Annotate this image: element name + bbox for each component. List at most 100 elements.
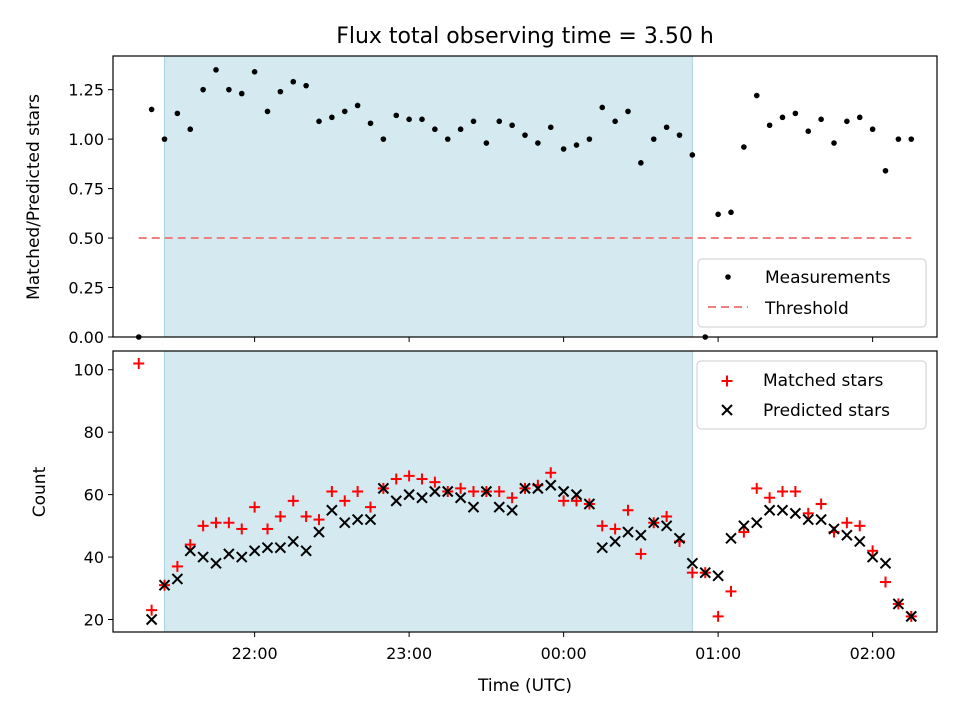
predicted-star-point (570, 488, 583, 501)
measurement-point (174, 110, 181, 117)
predicted-star-point (506, 504, 518, 516)
top-y-tick-label: 0.50 (68, 229, 104, 248)
matched-star-point (468, 486, 479, 497)
measurement-point (290, 78, 297, 85)
measurement-point (908, 136, 915, 142)
predicted-x-b (467, 501, 480, 513)
predicted-x-b (416, 492, 428, 504)
predicted-x-b (635, 529, 647, 541)
measurement-point (535, 140, 541, 146)
predicted-star-point (725, 532, 737, 545)
matched-star-point (609, 523, 621, 535)
matched-star-point (339, 495, 351, 507)
measurement-point (728, 209, 734, 216)
predicted-star-point (493, 501, 505, 513)
top-y-tick-label: 0.75 (68, 180, 104, 199)
predicted-x-b (403, 488, 415, 501)
predicted-x-b (171, 573, 184, 585)
predicted-star-point (454, 492, 467, 504)
predicted-star-point (751, 517, 763, 529)
matched-star-point (287, 495, 299, 507)
predicted-star-point (416, 492, 428, 504)
predicted-star-point (763, 504, 776, 516)
bottom-y-tick-label: 20 (84, 611, 104, 630)
predicted-x-b (442, 485, 454, 498)
matched-star-point (880, 576, 891, 588)
predicted-x-b (802, 513, 814, 526)
matched-star-point (210, 517, 222, 529)
matched-star-point (558, 495, 570, 507)
matched-star-point (403, 470, 415, 482)
predicted-x-b (866, 551, 879, 563)
matched-star-point (751, 482, 763, 494)
predicted-star-point (480, 485, 493, 498)
predicted-star-point (364, 513, 377, 526)
predicted-star-point (815, 513, 827, 526)
predicted-x-b (339, 517, 351, 529)
predicted-star-point (390, 495, 402, 507)
measurement-point (277, 88, 284, 95)
predicted-star-point (532, 482, 544, 495)
measurement-point (547, 124, 554, 131)
predicted-x-b (223, 548, 235, 560)
predicted-star-point (802, 513, 814, 526)
predicted-star-point (184, 545, 196, 557)
predicted-star-point (738, 520, 750, 532)
measurement-point (715, 211, 721, 218)
predicted-x-b (725, 532, 737, 545)
predicted-star-point (339, 517, 351, 529)
predicted-star-point (326, 504, 338, 516)
measurement-point (895, 136, 902, 142)
measurement-point (432, 126, 438, 133)
measurement-point (444, 136, 451, 142)
matched-star-point (867, 545, 879, 557)
predicted-star-point (879, 557, 892, 570)
predicted-x-b (763, 504, 776, 516)
predicted-star-point (545, 479, 557, 491)
measurement-point (599, 104, 606, 111)
predicted-star-point (712, 570, 724, 582)
predicted-x-b (184, 545, 196, 557)
predicted-x-b (261, 541, 274, 554)
measurement-point (882, 167, 889, 174)
measurement-point (573, 142, 580, 148)
predicted-star-point (686, 557, 699, 570)
measurement-point (341, 108, 348, 115)
predicted-x-b (712, 570, 724, 582)
predicted-x-b (519, 482, 531, 495)
predicted-x-b (545, 479, 557, 491)
predicted-star-point (609, 535, 621, 548)
predicted-star-point (519, 482, 531, 495)
predicted-x-b (738, 520, 750, 532)
measurement-point (689, 152, 696, 158)
bottom-shaded-span (164, 350, 693, 633)
matched-star-point (300, 510, 312, 522)
top-y-tick-label: 1.25 (68, 81, 104, 100)
bottom-legend: Matched stars Predicted stars (696, 360, 927, 430)
predicted-star-point (300, 545, 312, 557)
measurement-point (586, 136, 593, 142)
measurement-point (741, 144, 747, 150)
measurement-point (856, 114, 863, 121)
matched-star-point (815, 498, 827, 510)
predicted-x-b (313, 526, 325, 538)
matched-star-point (802, 507, 814, 519)
predicted-x-b (351, 513, 364, 526)
predicted-x-b (815, 513, 827, 526)
predicted-x-b (905, 610, 917, 623)
top-legend-frame (697, 258, 927, 328)
matched-star-point (777, 486, 788, 497)
predicted-star-point (467, 501, 480, 513)
bottom-panel: 20 40 60 80 100 22:00 23:00 00:00 01:00 02:00 Matc… (73, 350, 938, 663)
predicted-star-point (171, 573, 184, 585)
measurement-point (226, 86, 232, 93)
predicted-star-point (854, 535, 866, 548)
predicted-x-b (751, 517, 763, 529)
measurement-point (792, 110, 799, 117)
predicted-x-b (454, 492, 467, 504)
matched-star-point (146, 604, 158, 616)
x-tick-label: 22:00 (232, 644, 278, 663)
top-panel: 0.00 0.25 0.50 0.75 1.00 1.25 Measurements Thre… (68, 55, 938, 347)
matched-star-point (133, 357, 145, 369)
top-legend: Measurements Threshold (697, 258, 927, 328)
